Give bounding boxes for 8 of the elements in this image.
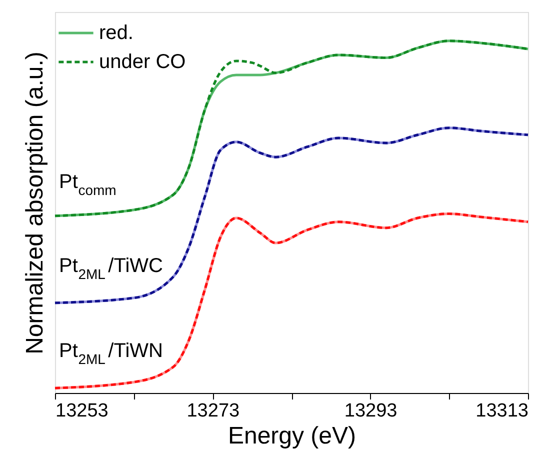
y-axis-title: Normalized absorption (a.u.) [22,52,48,354]
legend-label: under CO [99,51,186,73]
x-axis-title: Energy (eV) [228,422,356,450]
x-tick-label: 13293 [344,400,398,422]
x-tick-label: 13313 [476,400,528,422]
x-tick-label: 13273 [186,400,240,422]
legend-label: red. [99,22,134,44]
x-tick-label: 13253 [56,400,108,422]
